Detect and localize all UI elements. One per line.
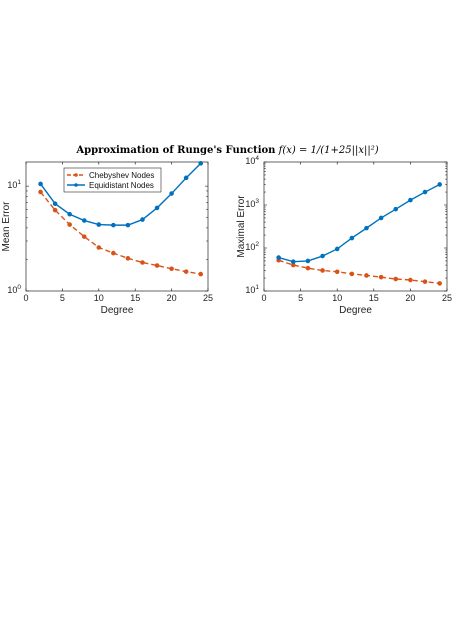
x-tick-label: 25 [442,293,452,303]
data-point [111,250,116,256]
x-tick-label: 20 [405,293,415,303]
data-point [422,279,428,284]
data-point [154,205,160,211]
legend-entry: Chebyshev Nodes [89,171,154,180]
x-tick-label: 10 [94,293,104,303]
y-tick-label: 100 [7,284,21,295]
data-point [154,263,160,268]
y-axis-label: Maximal Error [236,195,247,258]
data-point [305,265,311,271]
mean-error-chart: 0 5 10 15 20 25 100 101 Degree Mean Error Chebyshe… [1,161,213,316]
data-point [437,281,442,286]
x-tick-label: 5 [298,293,303,303]
data-point [334,269,340,275]
data-point [364,225,369,231]
y-axis-label: Mean Error [1,201,12,252]
y-tick-label: 104 [245,155,259,166]
data-point [38,189,43,195]
x-tick-label: 0 [261,293,266,303]
data-point [111,222,116,228]
data-point [169,191,174,196]
data-point [408,197,413,203]
data-point [96,245,102,250]
legend-box [63,167,162,193]
x-axis-label: Degree [101,305,134,316]
data-point [422,189,428,195]
x-tick-label: 15 [369,293,379,303]
maximal-error-chart: 0 5 10 15 20 25 101 102 103 104 Degree Maximal Erro… [236,155,452,316]
plot-area-0 [25,161,209,292]
data-point [349,235,355,241]
legend-entry: Equidistant Nodes [89,181,154,190]
legend-marker [74,173,78,177]
data-point [67,222,72,227]
data-point [38,181,43,187]
data-point [96,222,102,227]
data-point [393,206,399,212]
data-point [52,207,58,213]
data-point [125,222,131,228]
data-point [305,258,311,264]
data-point [364,273,369,278]
data-point [125,256,131,261]
y-tick-label: 102 [245,241,259,252]
series-line-equidistant [39,162,202,226]
data-point [437,182,442,187]
data-point [320,268,325,273]
data-point [140,260,145,265]
data-point [349,271,355,277]
data-point [198,271,204,277]
data-point [169,266,174,272]
x-tick-label: 15 [130,293,140,303]
y-tick-label: 101 [245,284,259,295]
x-tick-label: 20 [167,293,177,303]
series-line-chebyshev [40,191,201,275]
title-formula: f(x) = 1/(1+25||x||²) [278,145,379,156]
data-point [334,246,340,252]
data-point [198,161,204,166]
data-point [67,211,72,217]
data-point [140,217,145,222]
x-axis-label: Degree [339,305,372,316]
y-tick-label: 103 [245,198,259,209]
series-line-chebyshev [278,259,440,285]
data-point [52,201,58,207]
x-tick-label: 10 [332,293,342,303]
data-point [408,277,413,283]
series-line-equidistant [278,183,441,263]
data-point [320,253,325,259]
data-point [276,255,281,260]
data-point [290,259,296,265]
plot-area-1 [263,161,448,292]
y-tick-label: 101 [7,179,21,190]
data-point [183,175,189,181]
figure-title: Approximation of Runge's Function f(x) =… [0,145,455,156]
x-tick-label: 5 [60,293,65,303]
x-tick-label: 25 [203,293,213,303]
data-point [393,276,399,282]
data-point [378,215,384,221]
title-text: Approximation of Runge's Function [76,145,276,156]
data-point [81,218,87,223]
data-point [81,234,87,239]
legend-marker [74,183,78,187]
data-point [183,269,189,274]
data-point [378,274,384,280]
x-tick-label: 0 [23,293,28,303]
